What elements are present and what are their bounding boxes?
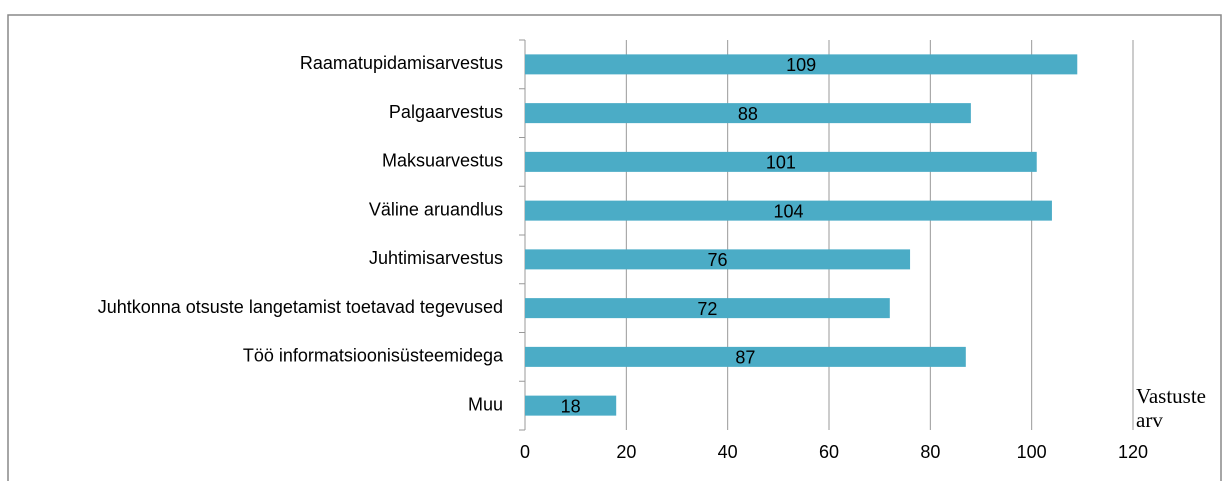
bar xyxy=(525,298,890,319)
x-tick-label: 60 xyxy=(819,442,839,462)
x-tick-label: 20 xyxy=(616,442,636,462)
x-tick-label: 40 xyxy=(718,442,738,462)
data-label: 104 xyxy=(773,201,803,221)
bar xyxy=(525,54,1078,75)
data-label: 76 xyxy=(708,250,728,270)
x-tick-label: 0 xyxy=(520,442,530,462)
y-tick-label: Muu xyxy=(468,394,503,414)
y-tick-label: Raamatupidamisarvestus xyxy=(300,53,503,73)
y-tick-label: Maksuarvestus xyxy=(382,151,503,171)
data-label: 87 xyxy=(735,348,755,368)
y-tick-label: Töö informatsioonisüsteemidega xyxy=(243,346,504,366)
x-tick-label: 100 xyxy=(1017,442,1047,462)
data-label: 18 xyxy=(561,396,581,416)
y-tick-label: Väline aruandlus xyxy=(369,199,503,219)
bar xyxy=(525,346,966,367)
y-tick-label: Palgaarvestus xyxy=(389,102,503,122)
data-label: 72 xyxy=(697,299,717,319)
bar xyxy=(525,151,1037,172)
chart-frame xyxy=(7,14,1222,481)
x-tick-label: 120 xyxy=(1118,442,1148,462)
y-tick-label: Juhtkonna otsuste langetamist toetavad t… xyxy=(98,297,503,317)
data-label: 109 xyxy=(786,55,816,75)
x-tick-label: 80 xyxy=(920,442,940,462)
data-label: 88 xyxy=(738,104,758,124)
bar xyxy=(525,249,911,270)
data-label: 101 xyxy=(766,153,796,173)
bar xyxy=(525,395,617,416)
bar xyxy=(525,103,971,124)
y-tick-label: Juhtimisarvestus xyxy=(369,248,503,268)
bar xyxy=(525,200,1052,221)
x-axis-label: Vastuste arv xyxy=(1136,384,1206,432)
